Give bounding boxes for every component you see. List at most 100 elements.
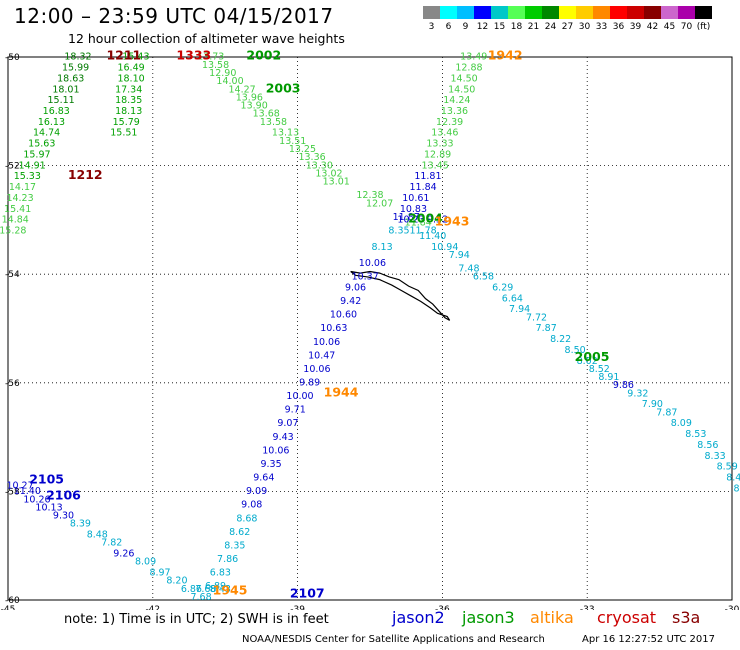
swh-value-label: 13.49 [460,52,487,63]
color-swatch [576,6,593,19]
color-swatch [644,6,661,19]
lat-tick-label: -52 [5,162,20,172]
swh-value-label: 16.83 [43,106,70,117]
swh-value-label: 15.33 [14,171,41,182]
swh-value-label: 13.58 [260,117,287,128]
pass-time-label: 2004 [408,211,443,226]
pass-time-label: 1212 [68,167,103,182]
swh-value-label: 8.20 [166,576,187,587]
lat-tick-label: -60 [5,596,20,606]
swh-value-label: 6.83 [210,568,231,579]
swh-value-label: 8.48 [87,530,108,541]
swh-value-label: 9.07 [277,418,298,429]
swh-value-label: 13.46 [431,128,458,139]
swh-value-label: 10.63 [320,323,347,334]
swh-value-label: 8.70 [733,483,740,494]
swh-value-label: 11.87 [393,212,420,223]
swh-value-label: 18.35 [115,95,142,106]
swh-value-label: 15.43 [122,52,149,63]
swh-value-label: 8.97 [149,568,170,579]
color-scale-label: 39 [629,22,642,32]
swh-value-label: 12.88 [455,63,482,74]
pass-time-label: 1945 [213,583,248,598]
swh-value-label: 10.06 [303,364,330,375]
lon-tick-label: -42 [145,605,160,610]
swh-value-label: 11.40 [14,486,41,497]
swh-value-label: 6.89 [205,581,226,592]
lon-tick-label: -39 [290,605,305,610]
color-scale-label: 36 [612,22,625,32]
swh-value-label: 7.86 [217,554,238,565]
color-scale-label: 15 [493,22,506,32]
altimeter-map[interactable]: -45 -42 -39 -36 -33 -30 -50 -52 -54 -56 -58 -60 18.3… [0,0,740,610]
legend-item-jason2: jason2 [392,608,445,627]
swh-value-label: 9.71 [285,405,306,416]
south-georgia-island [350,270,451,321]
color-scale-label: 21 [527,22,540,32]
swh-value-label: 13.01 [323,177,350,188]
swh-value-label: 14.27 [228,84,255,95]
swh-value-label: 13.90 [241,101,268,112]
swh-value-label: 13.02 [315,168,342,179]
swh-value-label: 12.89 [424,149,451,160]
pass-time-label: 2002 [246,48,281,63]
lat-tick-label: -50 [5,53,20,63]
footer-credit: NOAA/NESDIS Center for Satellite Applica… [242,634,545,645]
swh-value-label: 10.06 [359,258,386,269]
color-swatch [491,6,508,19]
swh-value-label: 10.61 [402,193,429,204]
swh-value-label: 10.13 [35,502,62,513]
color-scale-label: 9 [462,22,469,32]
swh-value-label: 14.84 [2,215,29,226]
swh-value-label: 9.42 [340,296,361,307]
swh-value-label: 16.13 [38,117,65,128]
color-scale-label: 42 [646,22,659,32]
color-swatch [474,6,491,19]
color-scale-label: 6 [445,22,452,32]
lat-tick-label: -54 [5,270,20,280]
lon-tick-label: -36 [435,605,450,610]
swh-value-label: 15.51 [110,128,137,139]
legend-item-jason3: jason3 [462,608,515,627]
swh-value-label: 8.09 [135,557,156,568]
swh-value-label: 8.02 [577,356,598,367]
color-scale-label: 12 [476,22,489,32]
swh-value-label: 14.91 [19,160,46,171]
swh-value-label: 7.94 [449,250,470,261]
swh-value-label: 18.01 [52,84,79,95]
swh-value-label: 7.87 [536,323,557,334]
swh-value-label: 8.53 [685,429,706,440]
swh-value-label: 10.60 [330,310,357,321]
color-swatch [695,6,712,19]
color-swatch [678,6,695,19]
pass-time-label: 1333 [176,48,211,63]
swh-value-label: 15.63 [28,139,55,150]
swh-value-label: 11.84 [409,182,436,193]
swh-value-label: 7.72 [526,312,547,323]
swh-value-label: 13.30 [306,160,333,171]
swh-value-label: 9.30 [53,511,74,522]
swh-value-label: 14.00 [216,76,243,87]
swh-value-label: 12.38 [356,190,383,201]
swh-value-label: 10.00 [286,391,313,402]
pass-time-label: 1943 [435,213,470,228]
lat-tick-label: -56 [5,379,20,389]
swh-value-label: 14.24 [443,95,470,106]
swh-value-label: 7.48 [458,263,479,274]
color-scale-label: 70 [680,22,693,32]
page-title: 12:00 – 23:59 UTC 04/15/2017 [14,4,334,28]
color-scale-label: 45 [663,22,676,32]
swh-value-label: 8.35 [224,540,245,551]
swh-value-label: 9.26 [113,549,134,560]
swh-value-label: 7.94 [509,304,530,315]
swh-value-label: 15.11 [47,95,74,106]
swh-value-label: 18.13 [115,106,142,117]
color-swatch [627,6,644,19]
swh-value-label: 18.63 [57,73,84,84]
color-swatch [593,6,610,19]
swh-value-label: 8.35 [388,225,409,236]
swh-value-label: 9.06 [345,282,366,293]
swh-value-label: 10.47 [308,350,335,361]
swh-value-label: 13.13 [272,128,299,139]
swh-value-label: 8.62 [229,527,250,538]
